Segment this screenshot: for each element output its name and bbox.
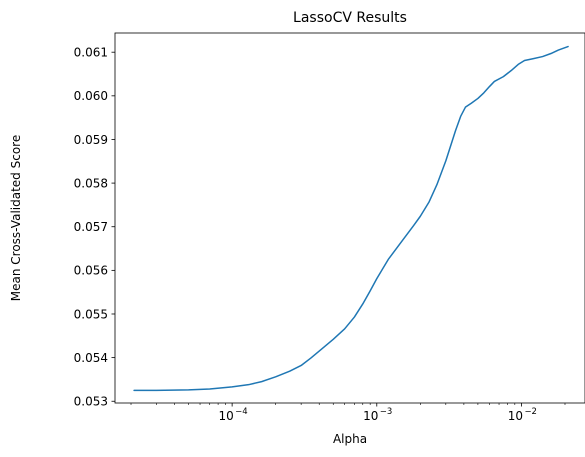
y-tick-layer: 0.053 0.054 0.055 0.056 0.057 0.058 0.059 0.060… — [74, 45, 115, 409]
y-tick-label: 0.057 — [74, 220, 108, 234]
axes-layer — [114, 32, 585, 404]
y-tick-label: 0.053 — [74, 395, 108, 409]
y-tick-label: 0.056 — [74, 264, 108, 278]
series-layer — [133, 45, 569, 392]
x-tick-exponent: −3 — [380, 407, 393, 417]
plot-frame — [114, 32, 585, 404]
x-tick-exponent: −2 — [524, 407, 537, 417]
series-line-0 — [133, 45, 569, 392]
y-tick-label: 0.059 — [74, 133, 108, 147]
x-tick-layer: 10 −4 10 −3 10 −2 — [130, 403, 566, 423]
chart-title: LassoCV Results — [293, 10, 407, 26]
x-tick-label: 10 — [508, 409, 523, 423]
y-tick-label: 0.055 — [74, 307, 108, 321]
x-tick-label: 10 — [363, 409, 378, 423]
y-tick-label: 0.054 — [74, 351, 108, 365]
y-tick-label: 0.058 — [74, 176, 108, 190]
x-tick-exponent: −4 — [235, 407, 248, 417]
x-axis-label: Alpha — [333, 432, 367, 446]
x-tick-label: 10 — [218, 409, 233, 423]
y-tick-label: 0.061 — [74, 45, 108, 59]
y-tick-label: 0.060 — [74, 89, 108, 103]
y-axis-label: Mean Cross-Validated Score — [9, 135, 23, 301]
